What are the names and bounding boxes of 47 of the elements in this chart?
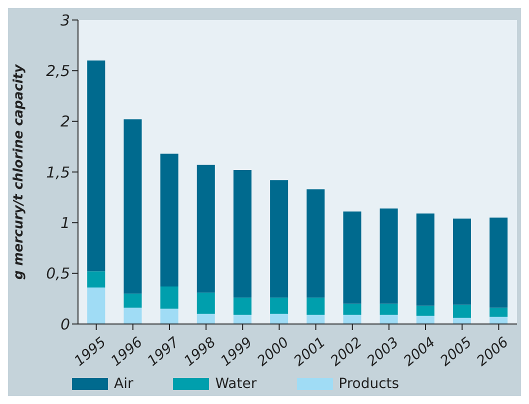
y-tick-label: 2,5 [46,62,70,80]
bar [233,314,252,324]
bar [233,298,252,315]
bar [490,218,508,308]
bar [270,314,288,324]
legend-label: Products [338,376,400,392]
legend-label: Air [113,376,134,392]
y-tick-label: 0,5 [46,264,70,283]
bar [380,314,398,324]
bar [306,189,325,298]
bar [87,271,106,288]
bar [87,288,106,324]
bar [306,298,325,315]
legend-label: Water [214,376,257,392]
y-tick-label: 1,5 [46,163,70,182]
bar [160,286,178,309]
y-tick-label: 3 [60,11,70,30]
bar [416,306,434,316]
bar [343,304,362,315]
bar [380,208,398,304]
bar [124,308,142,324]
bar [160,154,178,287]
bar [452,304,471,318]
y-axis-title: g mercury/t chlorine capacity [12,64,27,280]
bar [270,180,288,298]
bar [343,212,362,304]
bar [87,60,106,272]
bar [490,308,508,317]
bar [233,170,252,298]
bar [196,164,215,293]
bar [124,119,142,294]
bar [416,316,434,324]
bar [416,214,434,306]
bar [124,294,142,308]
bar [380,304,398,315]
bar [452,218,471,305]
y-tick-label: 0 [60,315,70,334]
bar [452,318,471,324]
y-tick-label: 1 [60,214,70,232]
bar [270,298,288,314]
bar [196,314,215,324]
bar [306,314,325,324]
y-tick-label: 2 [60,112,70,131]
bar [196,292,215,314]
bar [160,308,178,324]
bar [490,316,508,324]
bar [343,314,362,324]
